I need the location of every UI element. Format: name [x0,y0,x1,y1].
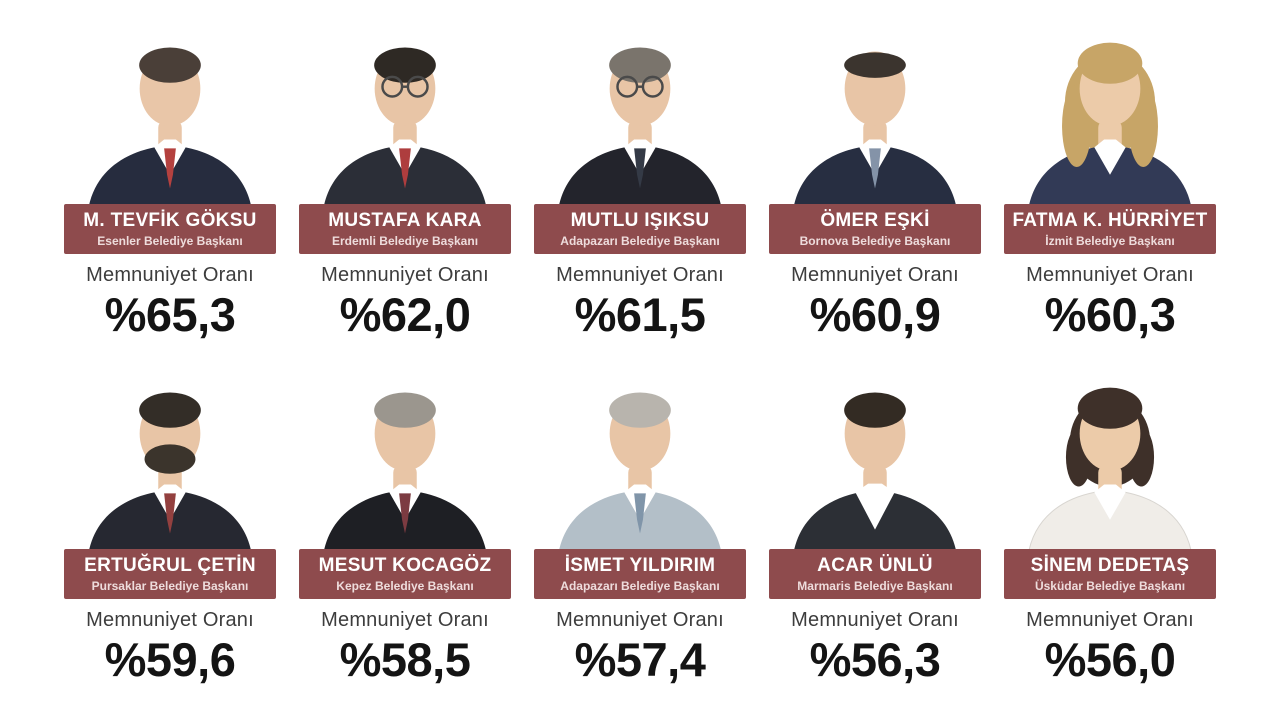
satisfaction-label: Memnuniyet Oranı [321,264,489,287]
satisfaction-label: Memnuniyet Oranı [1026,264,1194,287]
satisfaction-label: Memnuniyet Oranı [1026,609,1194,632]
mayor-title: Adapazarı Belediye Başkanı [560,578,720,593]
mayor-card: İSMET YILDIRIM Adapazarı Belediye Başkan… [534,371,746,686]
mayor-card: FATMA K. HÜRRİYET İzmit Belediye Başkanı… [1004,26,1216,341]
man-portrait-icon [64,26,276,212]
name-banner: FATMA K. HÜRRİYET İzmit Belediye Başkanı [1004,204,1216,255]
satisfaction-value: %58,5 [339,633,471,687]
mayor-title: Bornova Belediye Başkanı [799,233,951,248]
mayor-name: M. TEVFİK GÖKSU [83,210,257,231]
mayor-card: MUSTAFA KARA Erdemli Belediye Başkanı Me… [299,26,511,341]
mayor-card: MESUT KOCAGÖZ Kepez Belediye Başkanı Mem… [299,371,511,686]
name-banner: MUTLU IŞIKSU Adapazarı Belediye Başkanı [534,204,746,255]
mayor-card: ÖMER EŞKİ Bornova Belediye Başkanı Memnu… [769,26,981,341]
man-portrait-icon [769,371,981,558]
mayor-title: Pursaklar Belediye Başkanı [91,578,249,593]
mayor-card: ERTUĞRUL ÇETİN Pursaklar Belediye Başkan… [64,371,276,686]
mayor-title: Marmaris Belediye Başkanı [797,578,953,593]
mayor-name: MUSTAFA KARA [328,210,482,231]
mayor-name: FATMA K. HÜRRİYET [1012,210,1208,231]
satisfaction-value: %62,0 [339,288,471,342]
satisfaction-value: %61,5 [574,288,706,342]
name-banner: İSMET YILDIRIM Adapazarı Belediye Başkan… [534,549,746,600]
woman-portrait-icon [1004,26,1216,212]
mayor-name: ÖMER EŞKİ [820,210,930,231]
mayor-card: MUTLU IŞIKSU Adapazarı Belediye Başkanı … [534,26,746,341]
mayor-satisfaction-grid: M. TEVFİK GÖKSU Esenler Belediye Başkanı… [64,26,1216,686]
man-portrait-icon [534,371,746,558]
satisfaction-value: %65,3 [104,288,236,342]
satisfaction-label: Memnuniyet Oranı [321,609,489,632]
mayor-name: MESUT KOCAGÖZ [318,555,492,577]
mayor-card: M. TEVFİK GÖKSU Esenler Belediye Başkanı… [64,26,276,341]
name-banner: M. TEVFİK GÖKSU Esenler Belediye Başkanı [64,204,276,255]
mayor-title: İzmit Belediye Başkanı [1045,233,1175,248]
mayor-title: Üsküdar Belediye Başkanı [1034,578,1186,593]
mayor-name: SİNEM DEDETAŞ [1030,555,1190,577]
mayor-card: SİNEM DEDETAŞ Üsküdar Belediye Başkanı M… [1004,371,1216,686]
man-glasses-portrait-icon [299,26,511,212]
mayor-title: Kepez Belediye Başkanı [336,578,474,593]
mayor-name: İSMET YILDIRIM [564,555,716,577]
mayor-title: Esenler Belediye Başkanı [97,233,243,248]
mayor-name: ERTUĞRUL ÇETİN [84,555,256,577]
man-portrait-icon [769,26,981,212]
satisfaction-value: %60,9 [809,288,941,342]
name-banner: SİNEM DEDETAŞ Üsküdar Belediye Başkanı [1004,549,1216,600]
satisfaction-value: %56,3 [809,633,941,687]
mayor-name: ACAR ÜNLÜ [817,555,933,577]
satisfaction-label: Memnuniyet Oranı [556,609,724,632]
mayor-card: ACAR ÜNLÜ Marmaris Belediye Başkanı Memn… [769,371,981,686]
mayor-title: Erdemli Belediye Başkanı [331,233,479,248]
name-banner: ÖMER EŞKİ Bornova Belediye Başkanı [769,204,981,255]
satisfaction-label: Memnuniyet Oranı [556,264,724,287]
satisfaction-label: Memnuniyet Oranı [86,609,254,632]
satisfaction-label: Memnuniyet Oranı [791,609,959,632]
satisfaction-value: %60,3 [1044,288,1176,342]
satisfaction-value: %57,4 [574,633,706,687]
name-banner: ACAR ÜNLÜ Marmaris Belediye Başkanı [769,549,981,600]
name-banner: ERTUĞRUL ÇETİN Pursaklar Belediye Başkan… [64,549,276,600]
satisfaction-value: %59,6 [104,633,236,687]
man-glasses-portrait-icon [534,26,746,212]
woman-portrait-icon [1004,371,1216,558]
satisfaction-label: Memnuniyet Oranı [86,264,254,287]
man-beard-portrait-icon [64,371,276,558]
mayor-title: Adapazarı Belediye Başkanı [560,233,720,248]
name-banner: MUSTAFA KARA Erdemli Belediye Başkanı [299,204,511,255]
satisfaction-label: Memnuniyet Oranı [791,264,959,287]
name-banner: MESUT KOCAGÖZ Kepez Belediye Başkanı [299,549,511,600]
mayor-name: MUTLU IŞIKSU [570,210,710,231]
man-portrait-icon [299,371,511,558]
satisfaction-value: %56,0 [1044,633,1176,687]
